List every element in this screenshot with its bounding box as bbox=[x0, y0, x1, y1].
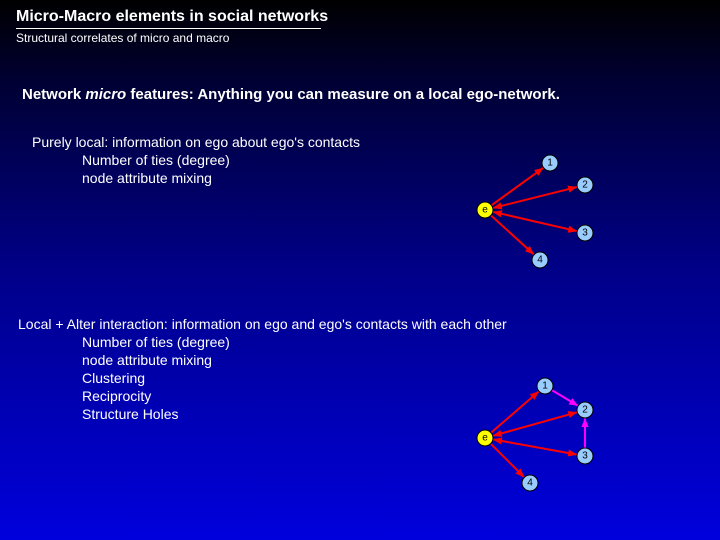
ego-network-graph-2: e 1 2 3 4 bbox=[445, 368, 610, 503]
heading-pre: Network bbox=[22, 86, 85, 103]
graph-edge bbox=[493, 187, 577, 208]
graph-node-label-4: 4 bbox=[537, 255, 543, 266]
section2-line3: node attribute mixing bbox=[82, 352, 507, 368]
page-title: Micro-Macro elements in social networks bbox=[16, 8, 704, 26]
section2-line6: Structure Holes bbox=[82, 406, 507, 422]
graph-edge bbox=[491, 391, 539, 433]
section2-line1: Local + Alter interaction: information o… bbox=[18, 316, 507, 332]
section2-line4: Clustering bbox=[82, 370, 507, 386]
graph-node-label-3: 3 bbox=[582, 228, 588, 239]
title-underline bbox=[16, 28, 321, 29]
page-subtitle: Structural correlates of micro and macro bbox=[16, 31, 704, 45]
section1-heading: Network micro features: Anything you can… bbox=[22, 86, 560, 103]
section2-line2: Number of ties (degree) bbox=[82, 334, 507, 350]
graph-node-label-2: 2 bbox=[582, 180, 588, 191]
section1-line1: Purely local: information on ego about e… bbox=[32, 134, 360, 150]
graph-node-label-3: 3 bbox=[582, 451, 588, 462]
graph-edge bbox=[493, 412, 578, 436]
section1-body: Purely local: information on ego about e… bbox=[32, 132, 360, 186]
section1-line3: node attribute mixing bbox=[82, 170, 360, 186]
graph-node-label-2: 2 bbox=[582, 405, 588, 416]
section2-line5: Reciprocity bbox=[82, 388, 507, 404]
graph-node-label-e: e bbox=[482, 433, 488, 444]
graph-edge bbox=[491, 168, 543, 206]
graph-node-label-e: e bbox=[482, 205, 488, 216]
section2-body: Local + Alter interaction: information o… bbox=[18, 314, 507, 422]
header: Micro-Macro elements in social networks … bbox=[0, 0, 720, 47]
graph-node-label-1: 1 bbox=[542, 381, 548, 392]
ego-network-graph-1: e 1 2 3 4 bbox=[445, 145, 610, 280]
section1-line2: Number of ties (degree) bbox=[82, 152, 360, 168]
graph-node-label-1: 1 bbox=[547, 158, 553, 169]
graph-node-label-4: 4 bbox=[527, 478, 533, 489]
heading-em: micro bbox=[85, 86, 126, 103]
heading-post: features: Anything you can measure on a … bbox=[126, 86, 560, 103]
graph-edge bbox=[493, 439, 577, 454]
